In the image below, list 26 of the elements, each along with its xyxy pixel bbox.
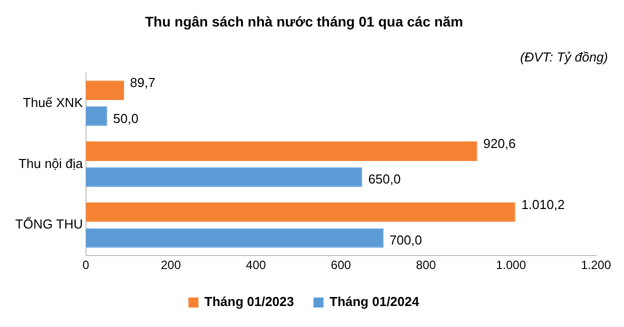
y-tick-label: Thu nội địa bbox=[18, 156, 84, 171]
data-label: 700,0 bbox=[389, 232, 422, 248]
text: (ĐVT: Tỷ đồng) bbox=[520, 50, 608, 65]
chart-title: Thu ngân sách nhà nước tháng 01 qua các năm bbox=[144, 13, 464, 30]
data-label: 920,6 bbox=[483, 136, 516, 151]
data-label: 50,0 bbox=[113, 110, 138, 126]
x-tick-label: 200 bbox=[160, 258, 182, 272]
x-tick-label: 800 bbox=[416, 258, 436, 272]
data-label: 650,0 bbox=[368, 172, 401, 187]
x-tick-label: 1.200 bbox=[580, 258, 612, 272]
x-tick-label: 0 bbox=[82, 258, 90, 272]
y-tick-label: TỔNG THU bbox=[15, 216, 83, 232]
bar bbox=[86, 167, 362, 187]
data-label: 89,7 bbox=[130, 74, 156, 90]
x-tick-label: 1.000 bbox=[496, 258, 526, 272]
x-tick-label: 600 bbox=[330, 258, 352, 272]
bar bbox=[86, 80, 124, 100]
bar bbox=[86, 142, 478, 161]
legend-label: Tháng 01/2024 bbox=[330, 294, 420, 310]
bar bbox=[86, 106, 108, 126]
legend-label: Tháng 01/2023 bbox=[204, 294, 294, 310]
x-tick-label: 400 bbox=[246, 258, 266, 272]
bar bbox=[86, 202, 516, 222]
bar bbox=[86, 228, 384, 248]
data-label: 1.010,2 bbox=[521, 196, 565, 212]
y-tick-label: Thuế XNK bbox=[22, 94, 84, 110]
